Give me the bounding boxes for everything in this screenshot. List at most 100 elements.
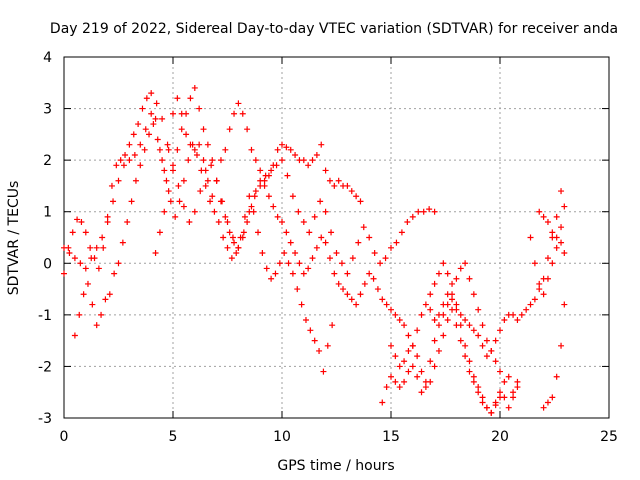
data-point (418, 311, 425, 318)
data-point (453, 322, 460, 329)
data-point (501, 378, 508, 385)
data-point (248, 203, 255, 210)
y-tick-label: 4 (43, 50, 52, 66)
data-point (80, 291, 87, 298)
data-point (457, 337, 464, 344)
data-point (379, 399, 386, 406)
data-point (259, 249, 266, 256)
data-point (366, 270, 373, 277)
data-point (152, 115, 159, 122)
data-point (427, 358, 434, 365)
series-trace-d (152, 84, 565, 360)
data-point (401, 358, 408, 365)
data-point (202, 182, 209, 189)
data-point (483, 353, 490, 360)
data-point (318, 234, 325, 241)
data-point (553, 234, 560, 241)
data-point (497, 368, 503, 375)
data-point (248, 146, 255, 153)
data-point (154, 136, 161, 143)
data-point (263, 265, 270, 272)
data-point (371, 249, 378, 256)
data-point (527, 234, 534, 241)
data-point (483, 337, 490, 344)
data-point (392, 353, 399, 360)
data-point (505, 404, 512, 411)
data-point (84, 280, 91, 287)
data-point (316, 347, 323, 354)
data-point (284, 172, 291, 179)
data-point (470, 378, 477, 385)
grid-lines (64, 57, 609, 418)
data-point (298, 301, 305, 308)
data-point (153, 100, 160, 107)
data-point (398, 229, 405, 236)
data-point (348, 188, 355, 195)
data-point (388, 342, 394, 349)
data-point (222, 213, 229, 220)
data-point (240, 229, 247, 236)
x-axis-label: GPS time / hours (277, 458, 394, 474)
data-point (540, 213, 547, 220)
data-point (457, 265, 464, 272)
data-point (553, 373, 560, 380)
data-point (558, 342, 565, 349)
data-point (338, 260, 345, 267)
data-point (208, 162, 215, 169)
data-point (137, 141, 144, 148)
data-point (287, 146, 294, 153)
data-point (74, 216, 81, 223)
data-point (414, 373, 421, 380)
data-point (388, 306, 394, 313)
data-point (164, 141, 171, 148)
data-point (366, 234, 373, 241)
data-point (510, 389, 517, 396)
data-point (268, 167, 275, 174)
data-point (440, 332, 447, 339)
data-point (329, 322, 336, 329)
data-point (139, 105, 146, 112)
data-point (300, 219, 307, 226)
data-point (93, 244, 100, 251)
data-point (382, 255, 389, 262)
data-point (344, 291, 351, 298)
data-point (457, 311, 464, 318)
data-point (531, 260, 538, 267)
data-point (69, 229, 76, 236)
series-trace-c (71, 121, 336, 375)
data-point (466, 368, 473, 375)
y-tick-label: 0 (43, 256, 52, 272)
data-point (544, 399, 551, 406)
data-point (328, 229, 335, 236)
data-point (466, 275, 473, 282)
x-tick-label: 15 (382, 429, 400, 445)
data-point (244, 219, 251, 226)
data-point (353, 301, 360, 308)
data-point (281, 249, 288, 256)
data-point (104, 213, 111, 220)
data-point (306, 229, 313, 236)
data-point (405, 347, 412, 354)
data-point (250, 208, 257, 215)
data-point (470, 327, 477, 334)
data-point (393, 239, 400, 246)
data-point (518, 311, 525, 318)
data-point (143, 95, 150, 102)
data-point (357, 198, 364, 205)
y-tick-label: -1 (38, 308, 52, 324)
data-point (344, 182, 351, 189)
data-point (466, 358, 473, 365)
data-point (257, 177, 264, 184)
data-point (229, 234, 236, 241)
data-point (335, 177, 342, 184)
data-point (279, 157, 285, 164)
data-point (200, 157, 207, 164)
data-point (335, 280, 342, 287)
data-point (228, 255, 235, 262)
data-point (510, 311, 517, 318)
data-point (427, 306, 434, 313)
data-point (553, 244, 560, 251)
data-point (273, 162, 280, 169)
data-point (257, 167, 264, 174)
data-point (178, 126, 185, 133)
